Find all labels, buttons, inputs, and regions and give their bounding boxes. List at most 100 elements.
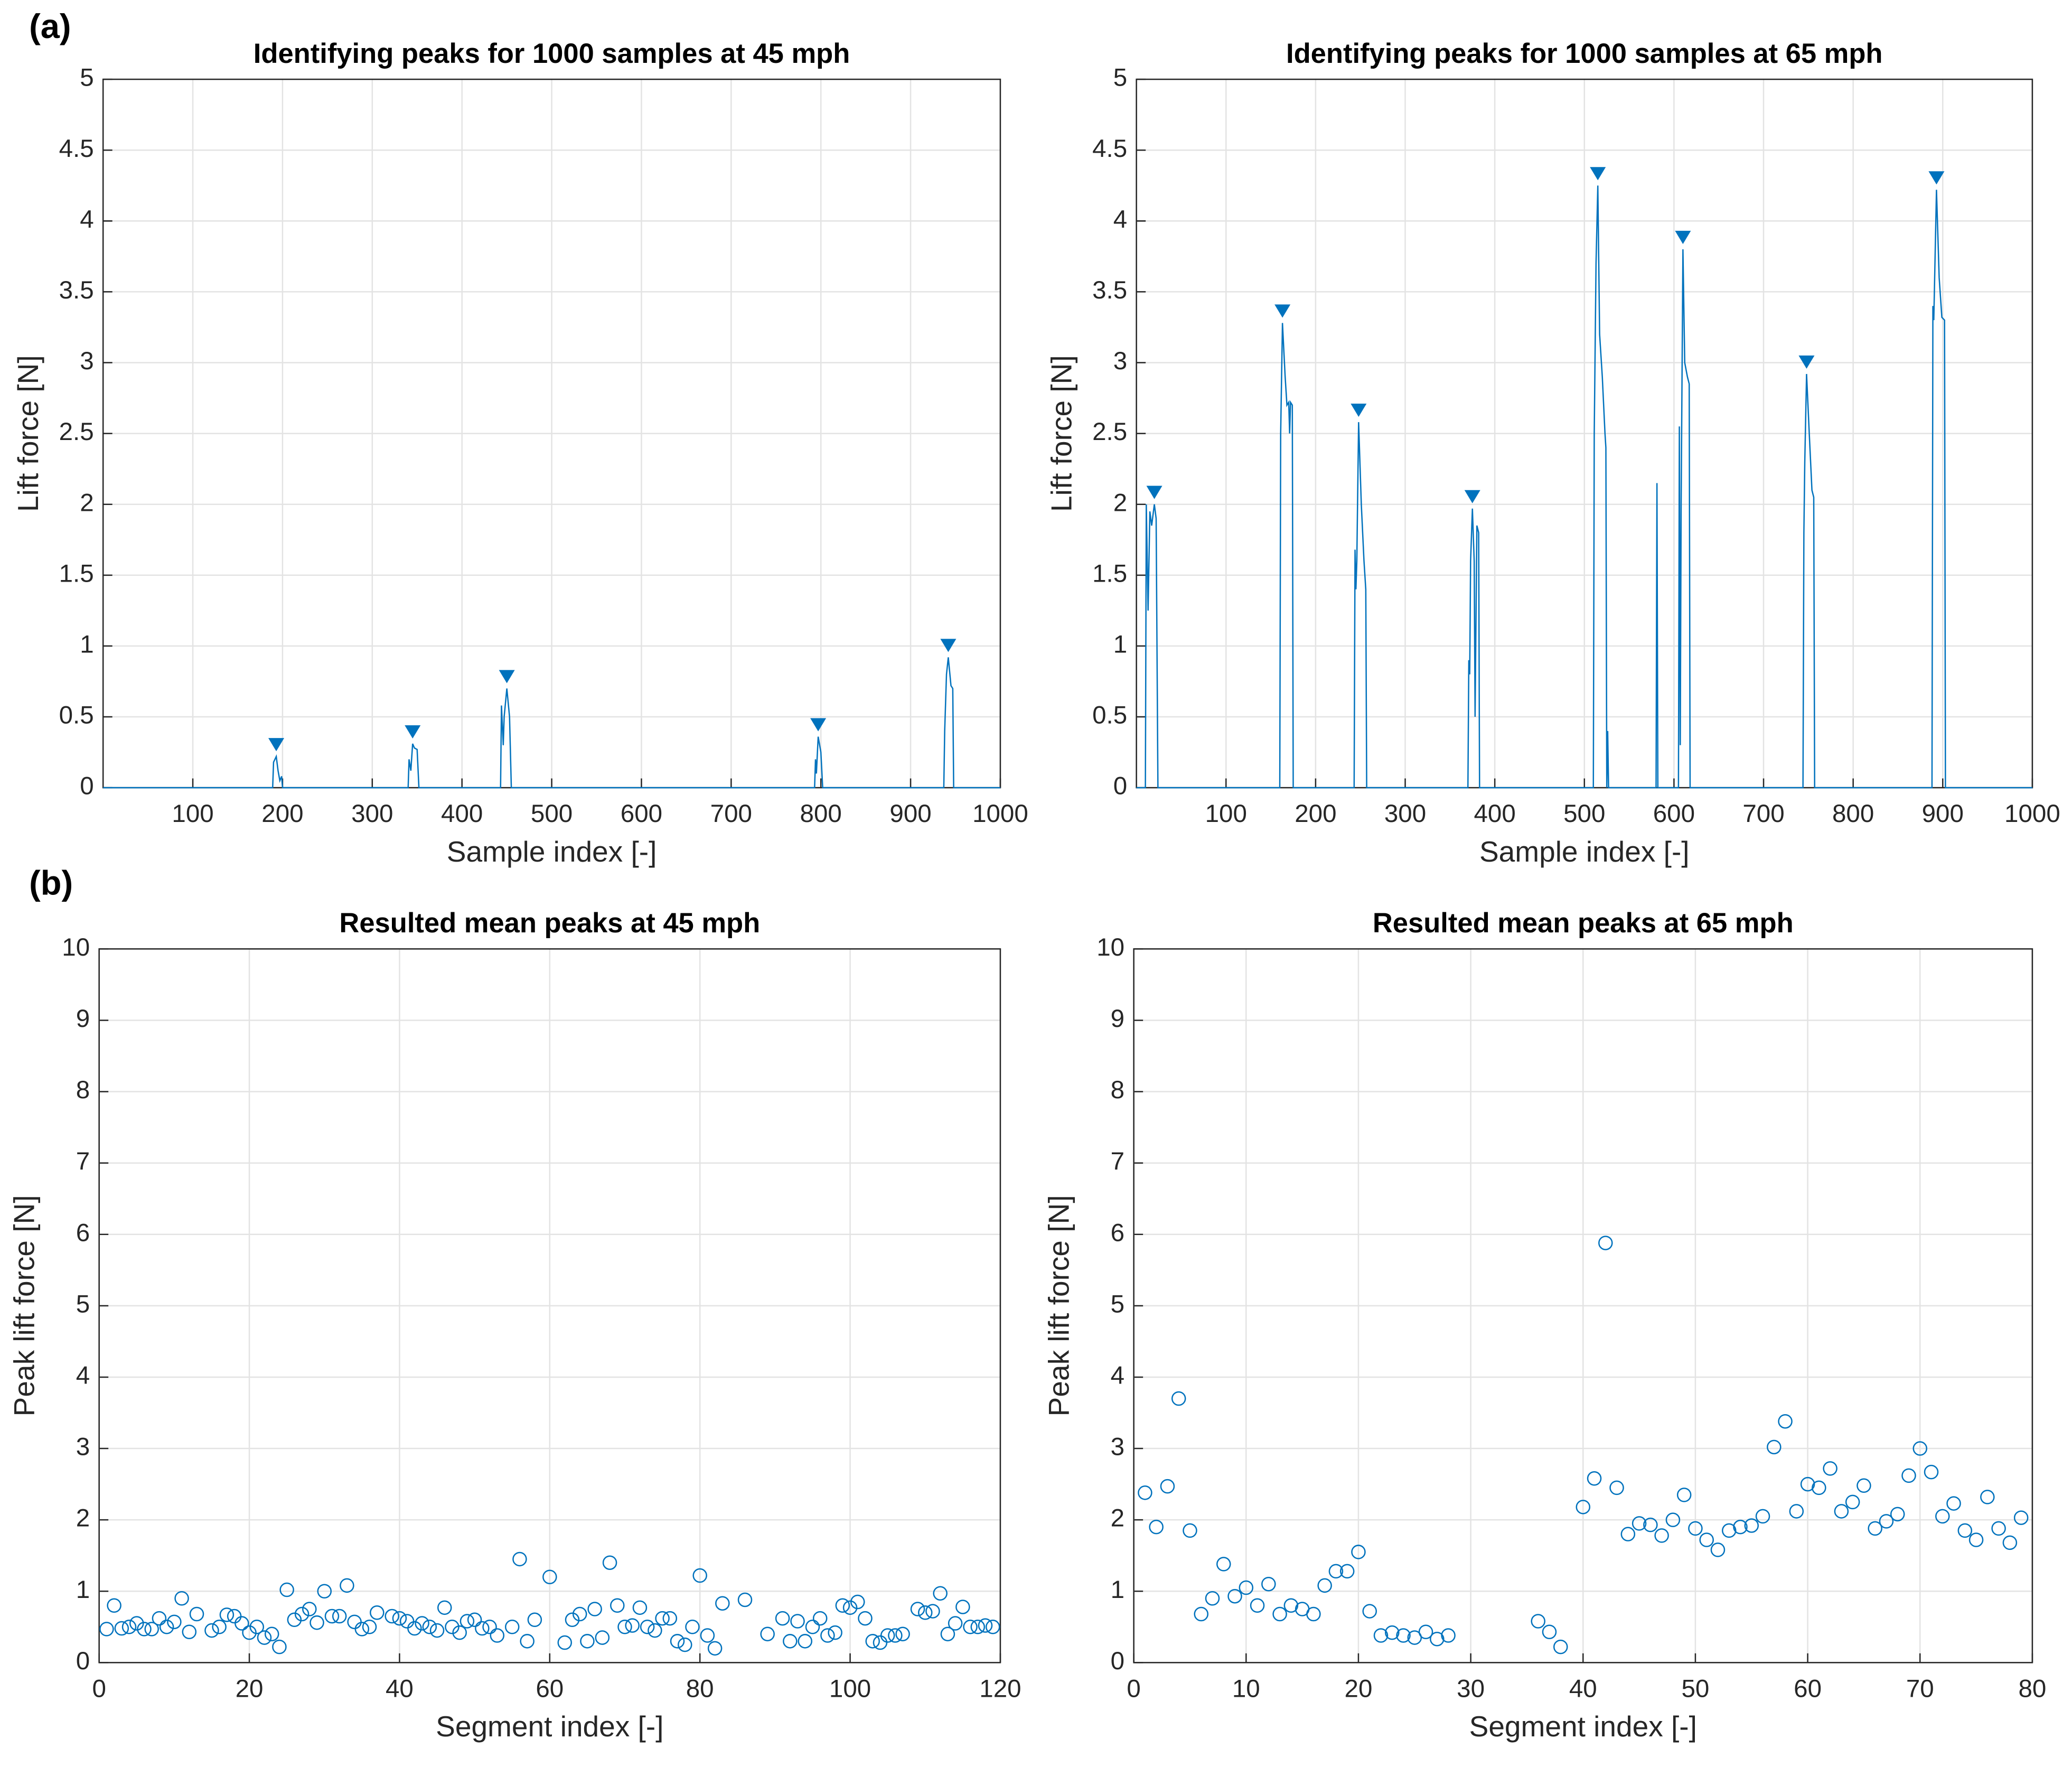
data-point <box>692 1568 707 1583</box>
data-point <box>662 1611 678 1626</box>
data-point <box>1160 1479 1175 1494</box>
data-point <box>677 1637 692 1652</box>
data-point <box>354 1622 370 1637</box>
x-axis-label: Segment index [-] <box>1469 1710 1697 1743</box>
data-point <box>279 1582 294 1597</box>
data-point <box>940 1626 955 1642</box>
data-point <box>978 1618 993 1633</box>
data-point <box>858 1611 873 1626</box>
data-point <box>783 1634 798 1649</box>
y-tick-label: 5 <box>1111 1290 1124 1318</box>
data-point <box>1767 1439 1782 1455</box>
data-point <box>1227 1588 1242 1604</box>
data-point <box>107 1598 121 1613</box>
data-point <box>1946 1496 1961 1511</box>
x-tick-label: 700 <box>1742 800 1784 828</box>
x-tick-label: 80 <box>686 1675 714 1703</box>
data-point <box>1430 1632 1445 1647</box>
data-point <box>1688 1521 1703 1536</box>
data-point <box>1250 1598 1265 1613</box>
x-tick-label: 100 <box>1205 800 1247 828</box>
data-point <box>1283 1598 1299 1613</box>
data-point <box>880 1628 895 1643</box>
data-point <box>917 1605 933 1620</box>
data-point <box>287 1612 302 1628</box>
data-point <box>121 1620 137 1634</box>
y-tick-label: 2.5 <box>1092 418 1127 446</box>
data-point <box>324 1609 340 1624</box>
data-point <box>392 1611 407 1626</box>
y-tick-label: 3 <box>80 347 93 375</box>
data-point <box>204 1623 219 1638</box>
data-point <box>235 1616 249 1631</box>
y-tick-label: 1.5 <box>1092 559 1127 587</box>
data-point <box>1418 1624 1433 1640</box>
data-point <box>1968 1532 1984 1547</box>
x-tick-label: 600 <box>1653 800 1695 828</box>
data-point <box>302 1602 317 1616</box>
peak-marker <box>1798 355 1815 369</box>
chart-title: Identifying peaks for 1000 samples at 45… <box>254 38 850 69</box>
axes-box <box>98 948 1001 1663</box>
data-point <box>520 1634 535 1649</box>
data-point <box>1216 1557 1231 1572</box>
y-tick-label: 1 <box>76 1576 90 1604</box>
data-point <box>99 1622 114 1637</box>
data-point <box>1239 1580 1254 1595</box>
data-point <box>828 1625 842 1640</box>
data-point <box>242 1625 257 1640</box>
data-point <box>1733 1519 1748 1535</box>
data-point <box>1328 1564 1344 1579</box>
y-tick-label: 2 <box>1111 1504 1124 1532</box>
data-point <box>1721 1523 1737 1538</box>
data-point <box>1183 1523 1197 1538</box>
data-point <box>910 1602 925 1616</box>
data-point <box>1306 1606 1321 1622</box>
data-point <box>1407 1630 1422 1645</box>
data-point <box>1800 1476 1815 1492</box>
data-point <box>1531 1614 1545 1629</box>
y-tick-label: 1 <box>1113 630 1127 658</box>
data-point <box>632 1600 648 1615</box>
data-point <box>1845 1494 1860 1510</box>
x-tick-label: 120 <box>979 1675 1021 1703</box>
x-tick-label: 50 <box>1682 1675 1710 1703</box>
data-point <box>429 1623 445 1638</box>
data-point <box>370 1605 385 1620</box>
y-tick-label: 0 <box>76 1647 90 1675</box>
x-tick-label: 400 <box>1474 800 1516 828</box>
peak-marker <box>940 639 957 652</box>
y-tick-label: 1 <box>80 630 93 658</box>
x-tick-label: 30 <box>1457 1675 1485 1703</box>
x-tick-label: 60 <box>1794 1675 1822 1703</box>
panel-label: (a) <box>29 7 71 45</box>
data-point <box>212 1620 227 1634</box>
data-point <box>1396 1628 1411 1643</box>
x-tick-label: 0 <box>92 1675 106 1703</box>
x-tick-label: 40 <box>1569 1675 1597 1703</box>
data-point <box>1980 1490 1995 1504</box>
data-point <box>557 1635 573 1650</box>
data-point <box>655 1611 670 1626</box>
data-point <box>1710 1542 1726 1557</box>
data-point <box>362 1620 377 1634</box>
data-point <box>1317 1578 1332 1593</box>
data-point <box>452 1625 467 1640</box>
y-tick-label: 0 <box>1111 1647 1124 1675</box>
y-tick-label: 3 <box>76 1433 90 1461</box>
data-point <box>137 1622 152 1637</box>
x-tick-label: 200 <box>1295 800 1336 828</box>
data-point <box>640 1620 655 1634</box>
data-point <box>1935 1509 1950 1524</box>
data-point <box>114 1621 129 1636</box>
data-point <box>1643 1517 1658 1532</box>
data-point <box>805 1620 820 1634</box>
data-point <box>1362 1604 1377 1619</box>
y-tick-label: 3 <box>1113 347 1127 375</box>
x-tick-label: 300 <box>1384 800 1426 828</box>
x-axis-label: Sample index [-] <box>447 835 657 868</box>
data-point <box>1339 1564 1355 1579</box>
y-tick-label: 4.5 <box>1092 135 1127 163</box>
data-point <box>842 1600 858 1615</box>
